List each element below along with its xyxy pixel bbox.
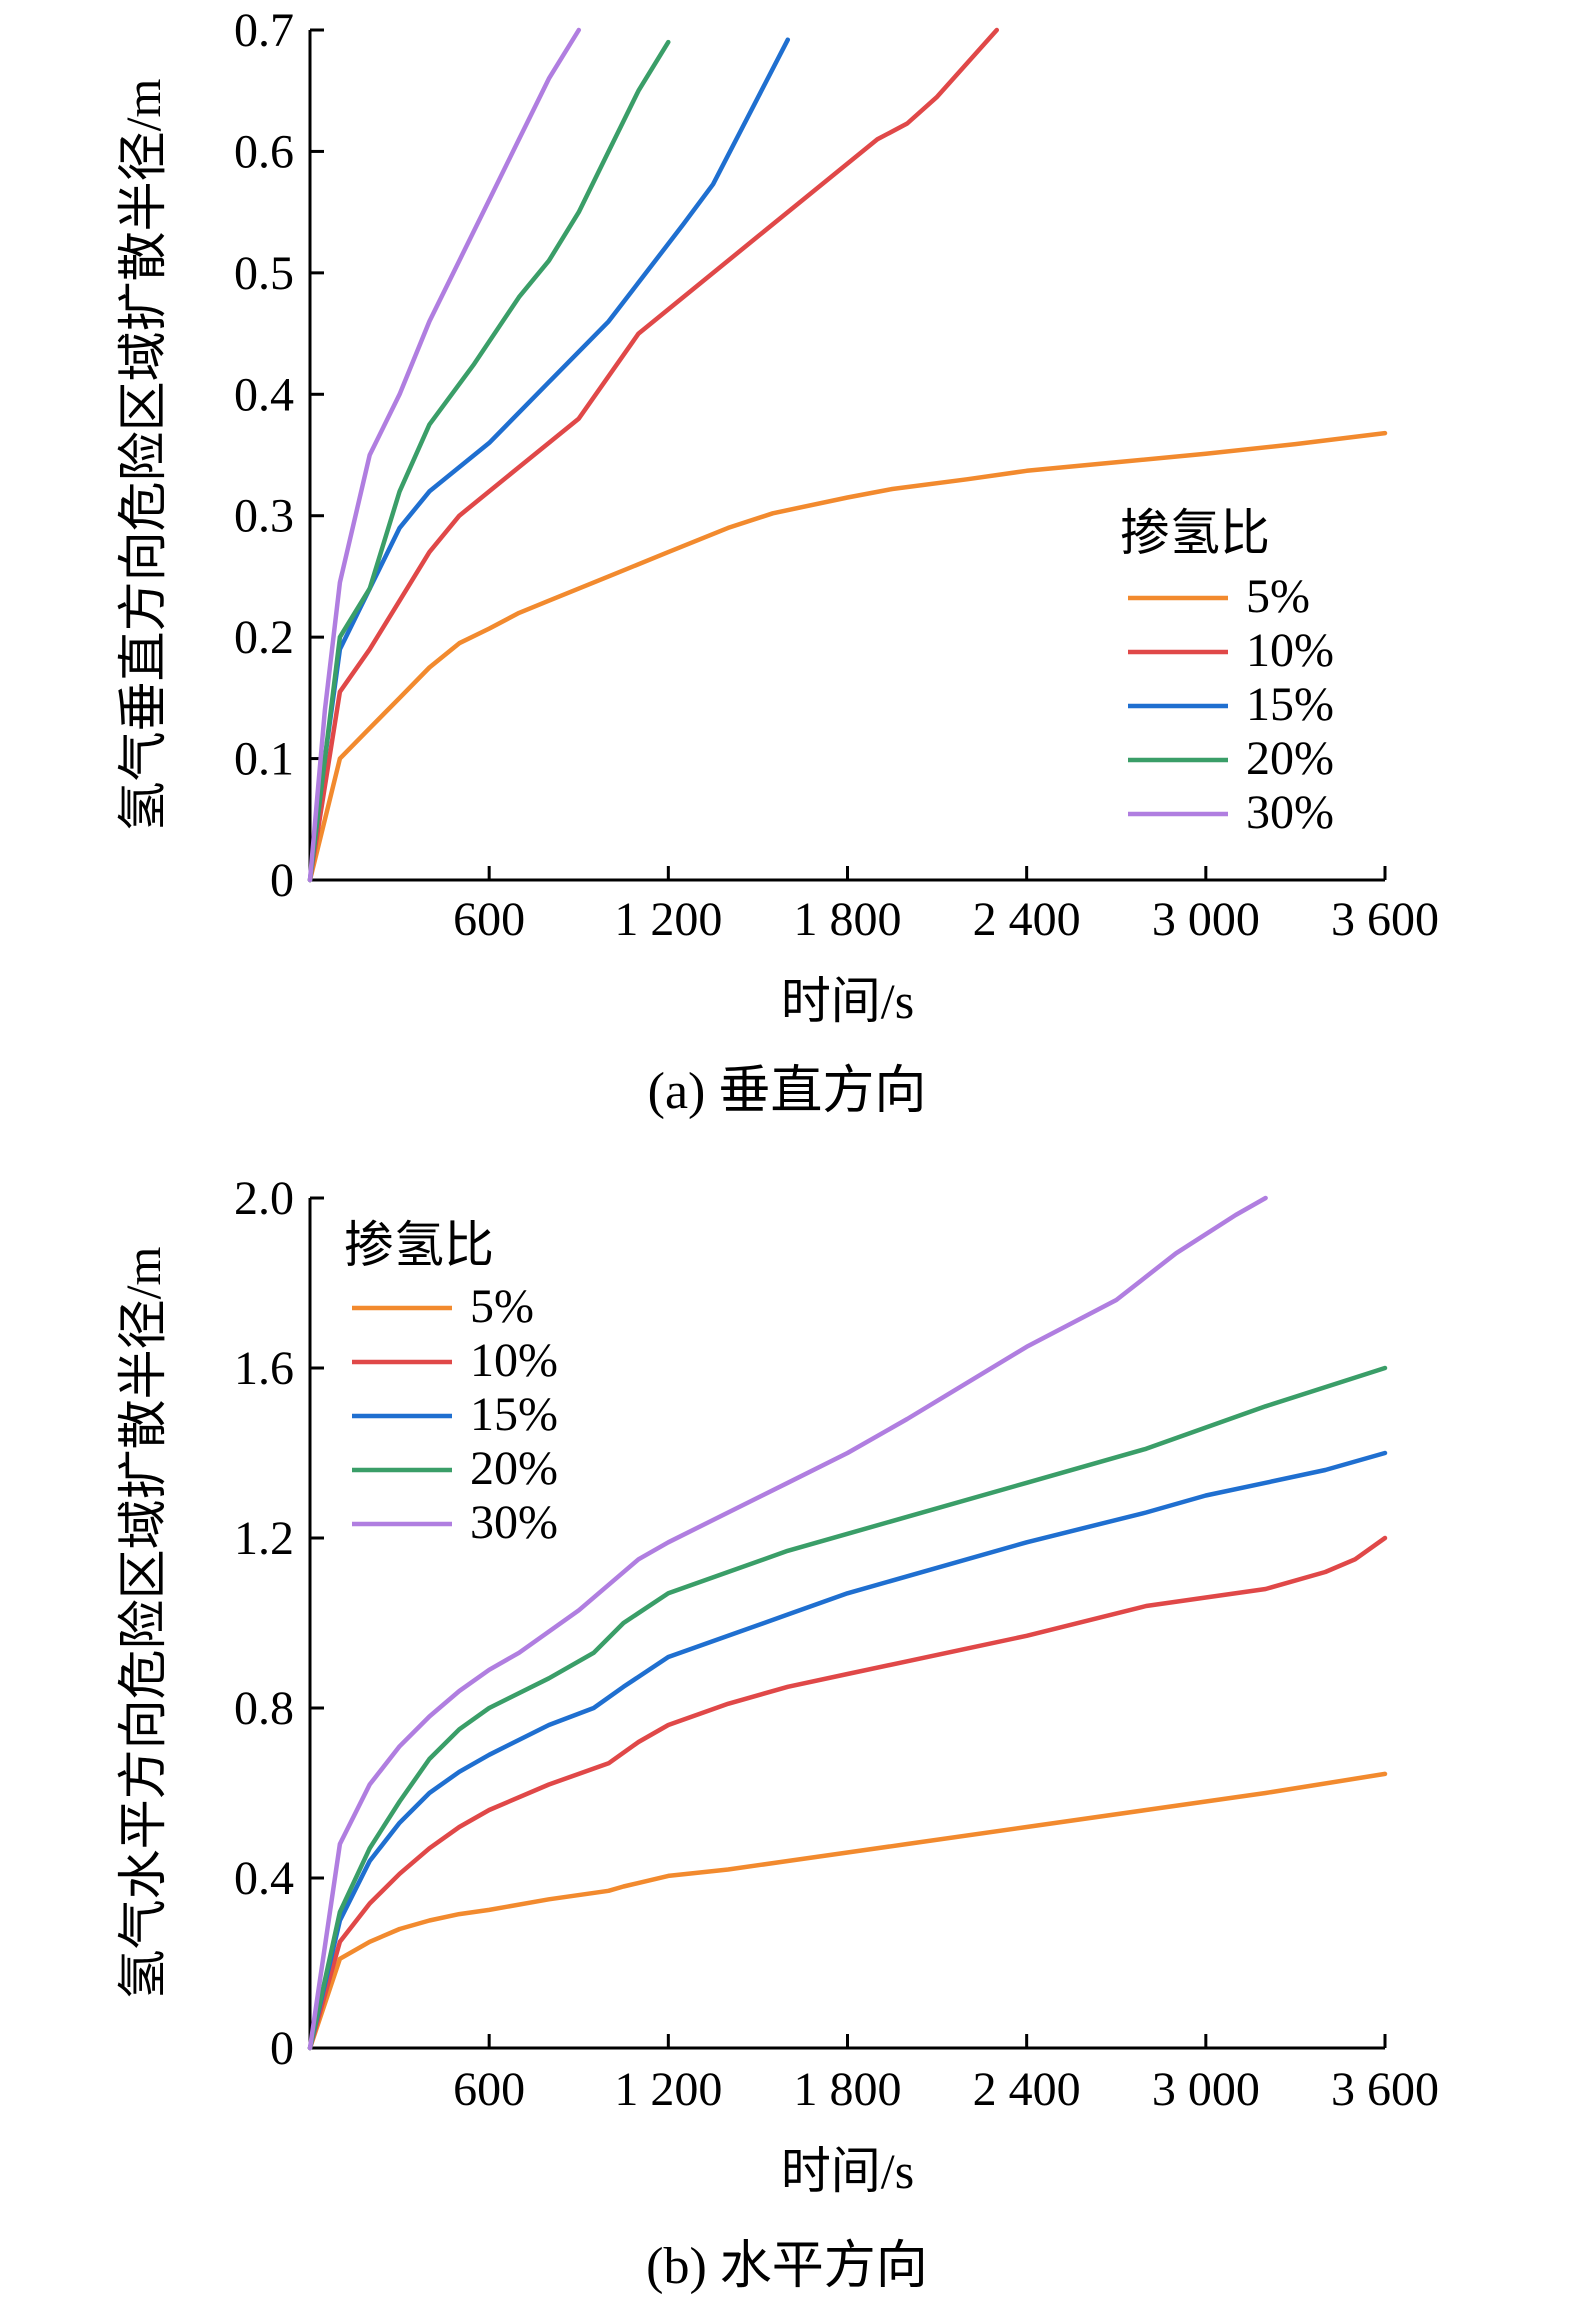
y-tick-label: 1.2 bbox=[234, 1512, 294, 1565]
y-tick-label: 0 bbox=[270, 854, 294, 907]
legend-label: 20% bbox=[470, 1442, 558, 1495]
series-line-5pct bbox=[307, 430, 1388, 883]
legend-label: 5% bbox=[470, 1280, 534, 1333]
series-line-15pct bbox=[307, 1450, 1388, 2051]
legend: 掺氢比 5%10%15%20%30% bbox=[344, 1217, 558, 1549]
legend-label: 5% bbox=[1246, 570, 1310, 623]
x-tick-label: 1 200 bbox=[614, 2063, 722, 2116]
x-tick-label: 600 bbox=[453, 893, 525, 946]
y-tick-label: 0.7 bbox=[234, 4, 294, 57]
series-line-15pct bbox=[307, 37, 791, 883]
y-tick-label: 0.4 bbox=[234, 368, 294, 421]
y-axis-label: 氢气垂直方向危险区域扩散半径/m bbox=[115, 79, 171, 832]
x-axis-label: 时间/s bbox=[781, 2143, 914, 2199]
legend: 掺氢比 5%10%15%20%30% bbox=[1120, 505, 1334, 839]
y-tick-label: 2.0 bbox=[234, 1172, 294, 1225]
panel-b-horizontal-chart: 0 0.4 0.8 1.2 1.6 2.0 600 1 200 1 800 2 400 3 000 3… bbox=[115, 1172, 1439, 2295]
series-line-30pct bbox=[307, 27, 582, 883]
x-tick-label: 2 400 bbox=[973, 2063, 1081, 2116]
series-line-5pct bbox=[307, 1771, 1388, 2051]
x-tick-label: 3 600 bbox=[1331, 2063, 1439, 2116]
series-line-20pct bbox=[307, 39, 671, 883]
y-tick-label: 0.3 bbox=[234, 490, 294, 543]
figure-caption: (b) 水平方向 bbox=[646, 2238, 928, 2295]
legend-label: 15% bbox=[470, 1388, 558, 1441]
y-tick-label: 0.4 bbox=[234, 1852, 294, 1905]
x-tick-label: 600 bbox=[453, 2063, 525, 2116]
x-tick-label: 3 000 bbox=[1152, 893, 1260, 946]
legend-label: 10% bbox=[1246, 624, 1334, 677]
figure-caption: (a) 垂直方向 bbox=[648, 1063, 927, 1120]
x-tick-label: 2 400 bbox=[973, 893, 1081, 946]
y-tick-label: 0.1 bbox=[234, 733, 294, 786]
legend-label: 30% bbox=[1246, 786, 1334, 839]
x-tick-label: 3 000 bbox=[1152, 2063, 1260, 2116]
series-line-30pct bbox=[307, 1195, 1268, 2051]
legend-label: 30% bbox=[470, 1496, 558, 1549]
x-tick-label: 1 800 bbox=[794, 893, 902, 946]
x-axis-label: 时间/s bbox=[781, 973, 914, 1029]
series-line-10pct bbox=[307, 27, 1000, 883]
legend-label: 20% bbox=[1246, 732, 1334, 785]
y-tick-label: 0.5 bbox=[234, 247, 294, 300]
legend-title: 掺氢比 bbox=[344, 1217, 494, 1273]
x-tick-label: 3 600 bbox=[1331, 893, 1439, 946]
y-tick-label: 0.8 bbox=[234, 1682, 294, 1735]
y-tick-label: 0.6 bbox=[234, 125, 294, 178]
x-tick-label: 1 800 bbox=[794, 2063, 902, 2116]
series-line-10pct bbox=[307, 1535, 1388, 2051]
y-tick-label: 0 bbox=[270, 2022, 294, 2075]
series-line-20pct bbox=[307, 1365, 1388, 2051]
y-tick-label: 0.2 bbox=[234, 611, 294, 664]
legend-label: 10% bbox=[470, 1334, 558, 1387]
x-tick-label: 1 200 bbox=[614, 893, 722, 946]
y-tick-label: 1.6 bbox=[234, 1342, 294, 1395]
legend-label: 15% bbox=[1246, 678, 1334, 731]
legend-title: 掺氢比 bbox=[1120, 505, 1270, 561]
panel-a-vertical-chart: 0 0.1 0.2 0.3 0.4 0.5 0.6 0.7 600 1 200 1 800 2 400… bbox=[115, 4, 1439, 1120]
y-axis-label: 氢气水平方向危险区域扩散半径/m bbox=[115, 1247, 171, 2000]
